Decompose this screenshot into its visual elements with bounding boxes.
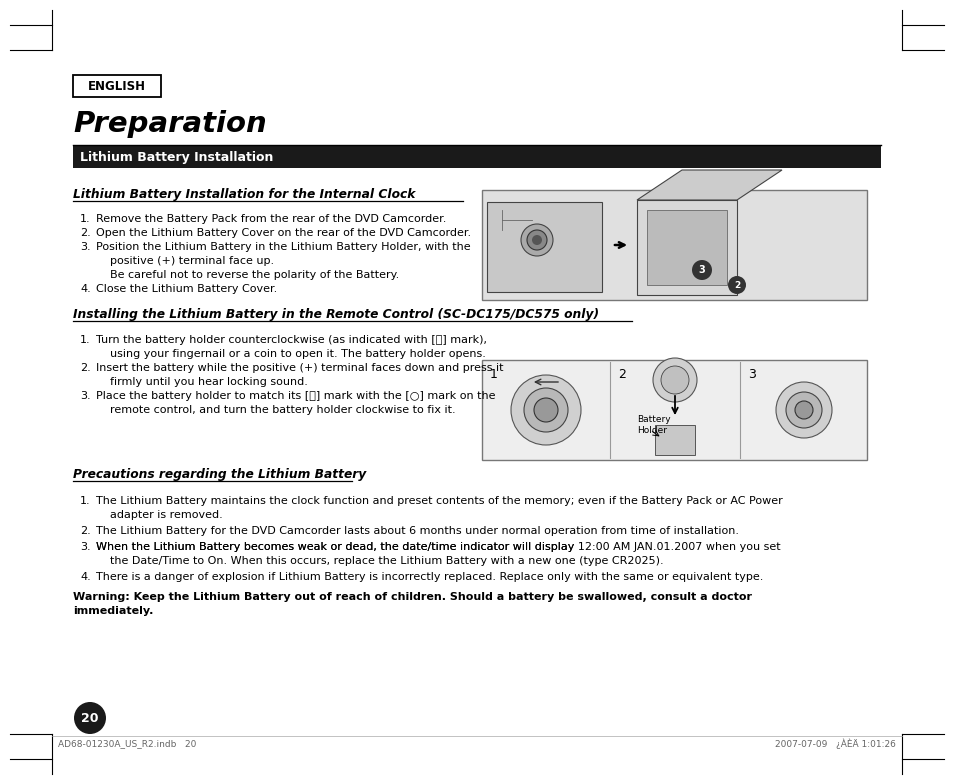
Text: 1.: 1. — [80, 335, 91, 345]
Text: Insert the battery while the positive (+) terminal faces down and press it: Insert the battery while the positive (+… — [96, 363, 503, 373]
Text: Remove the Battery Pack from the rear of the DVD Camcorder.: Remove the Battery Pack from the rear of… — [96, 214, 446, 224]
Text: 3.: 3. — [80, 391, 91, 401]
Text: using your fingernail or a coin to open it. The battery holder opens.: using your fingernail or a coin to open … — [96, 349, 485, 359]
Text: 4.: 4. — [80, 572, 91, 582]
Text: 2.: 2. — [80, 228, 91, 238]
Circle shape — [74, 702, 106, 734]
Text: The Lithium Battery maintains the clock function and preset contents of the memo: The Lithium Battery maintains the clock … — [96, 496, 781, 506]
Bar — [637, 200, 737, 295]
Circle shape — [785, 392, 821, 428]
Circle shape — [660, 366, 688, 394]
Text: Warning: Keep the Lithium Battery out of reach of children. Should a battery be : Warning: Keep the Lithium Battery out of… — [73, 592, 751, 602]
Text: Lithium Battery Installation for the Internal Clock: Lithium Battery Installation for the Int… — [73, 188, 415, 201]
Text: Turn the battery holder counterclockwise (as indicated with [ⓞ] mark),: Turn the battery holder counterclockwise… — [96, 335, 486, 345]
Text: 2.: 2. — [80, 363, 91, 373]
Circle shape — [794, 401, 812, 419]
Text: remote control, and turn the battery holder clockwise to fix it.: remote control, and turn the battery hol… — [96, 405, 456, 415]
Bar — [486, 202, 601, 292]
Text: Be careful not to reverse the polarity of the Battery.: Be careful not to reverse the polarity o… — [96, 270, 399, 280]
Circle shape — [652, 358, 697, 402]
Text: Installing the Lithium Battery in the Remote Control (SC-DC175/DC575 only): Installing the Lithium Battery in the Re… — [73, 308, 598, 321]
Circle shape — [775, 382, 831, 438]
Text: Lithium Battery Installation: Lithium Battery Installation — [80, 151, 274, 164]
Text: 2: 2 — [733, 281, 740, 289]
Circle shape — [727, 276, 745, 294]
Text: positive (+) terminal face up.: positive (+) terminal face up. — [96, 256, 274, 266]
Bar — [646, 210, 726, 285]
Text: the Date/Time to On. When this occurs, replace the Lithium Battery with a new on: the Date/Time to On. When this occurs, r… — [96, 556, 663, 566]
Text: adapter is removed.: adapter is removed. — [96, 510, 222, 520]
Text: When the Lithium Battery becomes weak or dead, the date/time indicator will disp: When the Lithium Battery becomes weak or… — [96, 542, 780, 552]
Text: 4.: 4. — [80, 284, 91, 294]
Text: 1.: 1. — [80, 214, 91, 224]
Text: 2: 2 — [618, 368, 625, 381]
FancyBboxPatch shape — [481, 360, 866, 460]
Text: immediately.: immediately. — [73, 606, 153, 616]
Text: Battery
Holder: Battery Holder — [637, 416, 670, 434]
Text: When the Lithium Battery becomes weak or dead, the date/time indicator will disp: When the Lithium Battery becomes weak or… — [96, 542, 578, 552]
Text: firmly until you hear locking sound.: firmly until you hear locking sound. — [96, 377, 308, 387]
Bar — [655, 425, 695, 455]
Text: 3.: 3. — [80, 542, 91, 552]
Text: There is a danger of explosion if Lithium Battery is incorrectly replaced. Repla: There is a danger of explosion if Lithiu… — [96, 572, 762, 582]
Text: Preparation: Preparation — [73, 110, 267, 138]
Text: Precautions regarding the Lithium Battery: Precautions regarding the Lithium Batter… — [73, 468, 366, 481]
Circle shape — [691, 260, 711, 280]
Circle shape — [534, 398, 558, 422]
Text: The Lithium Battery for the DVD Camcorder lasts about 6 months under normal oper: The Lithium Battery for the DVD Camcorde… — [96, 526, 739, 536]
Text: Position the Lithium Battery in the Lithium Battery Holder, with the: Position the Lithium Battery in the Lith… — [96, 242, 470, 252]
Text: 2.: 2. — [80, 526, 91, 536]
Circle shape — [520, 224, 553, 256]
Text: ENGLISH: ENGLISH — [88, 79, 146, 93]
Text: 2007-07-09   ¿ÀÈÄ 1:01:26: 2007-07-09 ¿ÀÈÄ 1:01:26 — [774, 739, 895, 750]
Text: 1: 1 — [490, 368, 497, 381]
Text: AD68-01230A_US_R2.indb   20: AD68-01230A_US_R2.indb 20 — [58, 739, 196, 749]
Text: Open the Lithium Battery Cover on the rear of the DVD Camcorder.: Open the Lithium Battery Cover on the re… — [96, 228, 471, 238]
Circle shape — [532, 235, 541, 245]
Polygon shape — [637, 170, 781, 200]
Text: Place the battery holder to match its [ⓞ] mark with the [○] mark on the: Place the battery holder to match its [ⓞ… — [96, 391, 495, 401]
Text: Close the Lithium Battery Cover.: Close the Lithium Battery Cover. — [96, 284, 277, 294]
FancyBboxPatch shape — [481, 190, 866, 300]
Circle shape — [523, 388, 567, 432]
Circle shape — [511, 375, 580, 445]
Text: 20: 20 — [81, 712, 99, 724]
Circle shape — [526, 230, 546, 250]
Text: 3: 3 — [698, 265, 704, 275]
Text: 3: 3 — [747, 368, 755, 381]
Text: 1.: 1. — [80, 496, 91, 506]
Text: 3.: 3. — [80, 242, 91, 252]
Bar — [73, 146, 880, 168]
FancyBboxPatch shape — [73, 75, 161, 97]
